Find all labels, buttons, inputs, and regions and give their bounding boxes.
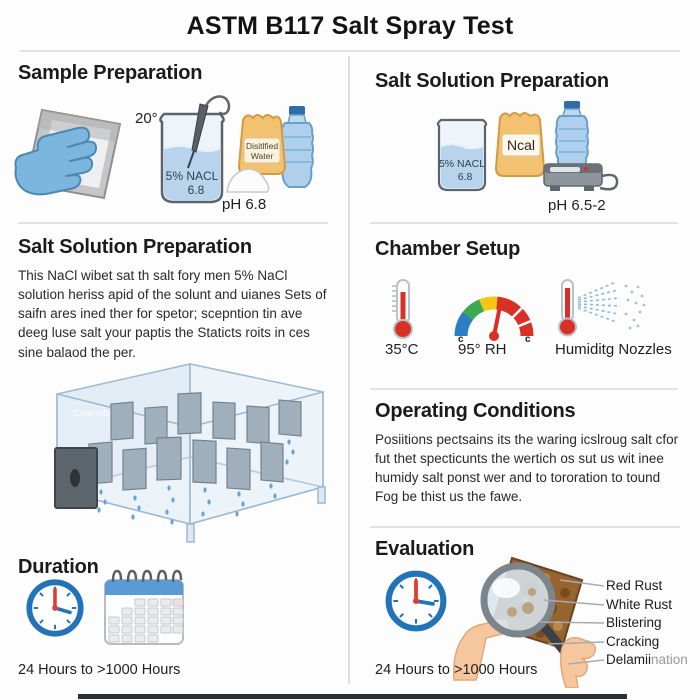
gauge-right-tick-label: c (525, 334, 531, 344)
salt-pile-icon (226, 168, 270, 193)
drip-droplets (97, 439, 295, 525)
chamber-temp-label: 35°C (385, 341, 419, 358)
evaluation-caption: 24 Hours to >1000 Hours (375, 662, 538, 678)
ph-label-right: pH 6.5-2 (548, 197, 606, 214)
right-divider-2 (370, 388, 678, 390)
defect-text-tail: nation (651, 652, 688, 667)
beaker-right-label-line1: 5% NACL (439, 158, 485, 170)
bag-label-line1: Disitlfied (246, 141, 278, 151)
distilled-water-bag-icon: Disitlfied Water (237, 114, 287, 175)
defect-label-cracking: Cracking (606, 634, 659, 649)
right-divider-1 (370, 222, 678, 224)
salt-solution-body-text: This NaCl wibet sat th salt fory men 5% … (18, 268, 327, 360)
salt-bag-label: Ncal (507, 137, 535, 153)
salt-solution-right-heading: Salt Solution Preparation (375, 70, 609, 92)
salt-bag-icon: Ncal (494, 112, 546, 177)
beaker-right-label-line2: 6.8 (458, 171, 473, 183)
bottom-bar (78, 694, 627, 699)
ph-label-left: pH 6.8 (222, 196, 267, 213)
duration-caption: 24 Hours to >1000 Hours (18, 662, 181, 678)
scale-icon (543, 163, 619, 191)
operating-conditions-heading: Operating Conditions (375, 400, 576, 422)
defect-text: Blistering (606, 615, 662, 630)
defect-connector-lines (540, 579, 604, 665)
page-title: ASTM B117 Salt Spray Test (186, 12, 514, 40)
center-divider (348, 56, 350, 684)
beaker-icon-right: 5% NACL 6.8 (436, 118, 488, 192)
sample-preparation-heading: Sample Preparation (18, 62, 203, 84)
salt-spray-chamber-illustration: Ceamnfaxer (54, 363, 326, 543)
operating-conditions-body: Posiitions pectsains its the waring icsl… (375, 432, 679, 505)
beaker-label-line2: 6.8 (188, 183, 205, 197)
clock-icon-evaluation (385, 570, 447, 632)
thermometer-icon (392, 279, 413, 339)
duration-heading: Duration (18, 556, 99, 578)
chamber-setup-heading: Chamber Setup (375, 238, 521, 260)
evaluation-heading: Evaluation (375, 538, 475, 560)
chamber-door-panel (54, 447, 98, 509)
humidity-nozzle-spray-icon (558, 279, 646, 337)
temperature-label: 20° (135, 110, 158, 127)
defect-label-delamination: Delamiination (606, 652, 688, 667)
humidity-label: 95° RH (458, 341, 507, 358)
defect-text: Red Rust (606, 578, 663, 593)
humidity-gauge-icon: c c (454, 296, 534, 344)
left-divider-1 (18, 222, 328, 224)
beaker-label-line1: 5% NACL (166, 169, 219, 183)
defect-label-white-rust: White Rust (606, 597, 672, 612)
chamber-label: Ceamnfaxer (73, 408, 125, 419)
title-divider (20, 50, 680, 52)
nozzles-label: Humiditg Nozzles (555, 341, 672, 358)
calendar-icon (104, 569, 184, 645)
defect-text: Cracking (606, 634, 660, 649)
beaker-with-ph-probe-icon: 5% NACL 6.8 (159, 95, 231, 204)
glove-wiping-panel-icon (14, 108, 122, 200)
defect-label-red-rust: Red Rust (606, 578, 662, 593)
distilled-water-supplies-icon: Disitlfied Water (226, 106, 314, 193)
water-bottle-icon (280, 106, 314, 188)
defect-text: White Rust (606, 597, 673, 612)
defect-label-blistering: Blistering (606, 615, 662, 630)
right-divider-3 (370, 526, 680, 528)
defect-text: Delamii (606, 652, 652, 667)
test-panels (88, 392, 302, 491)
salt-solution-left-heading: Salt Solution Preparation (18, 236, 252, 258)
gauge-left-tick-label: c (458, 334, 464, 344)
clock-icon-duration (26, 579, 84, 637)
bag-label-line2: Water (251, 151, 274, 161)
